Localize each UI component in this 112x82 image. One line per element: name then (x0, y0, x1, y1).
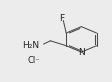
Text: N: N (77, 48, 84, 57)
Text: Cl⁻: Cl⁻ (27, 56, 39, 65)
Text: F: F (59, 14, 64, 23)
Text: H₂N: H₂N (22, 41, 39, 50)
